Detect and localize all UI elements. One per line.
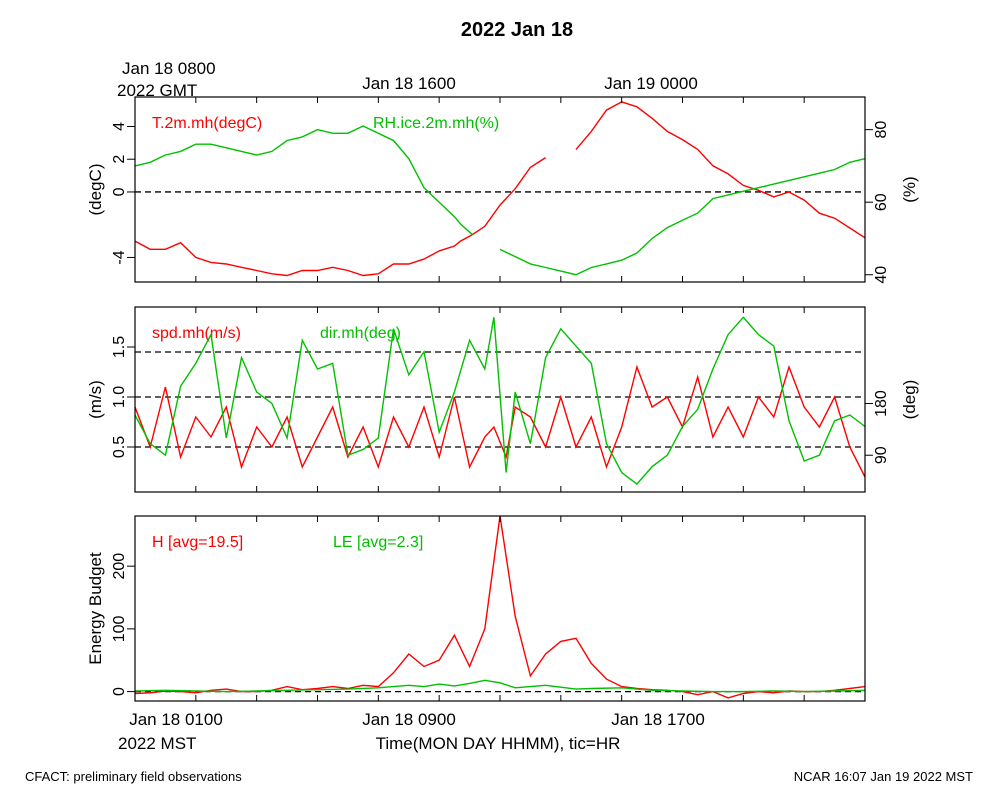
y-axis-label-left: (degC) — [86, 164, 105, 216]
y-tick-label-left: 200 — [111, 553, 128, 580]
y-tick-label-left: 0 — [111, 687, 128, 696]
y-axis-label-right: (%) — [900, 176, 919, 202]
legend-label-2: dir.mh(deg) — [320, 325, 401, 342]
bottom-left-mst-label: 2022 MST — [118, 734, 196, 753]
legend-label-2: RH.ice.2m.mh(%) — [373, 115, 499, 132]
panels-group: T.2m.mh(degC) RH.ice.2m.mh(%) -4 0 2 4 40 60 80 (… — [86, 96, 919, 702]
series-line-1-seg-1 — [134, 364, 866, 478]
y-axis-label-left: Energy Budget — [86, 552, 105, 665]
bottom-tick-label-1700: Jan 18 1700 — [611, 710, 705, 729]
series-line-2-seg-1 — [134, 679, 866, 693]
figure-title: 2022 Jan 18 — [461, 19, 573, 41]
top-tick-label-0000: Jan 19 0000 — [604, 74, 698, 93]
panel-1: T.2m.mh(degC) RH.ice.2m.mh(%) -4 0 2 4 40 60 80 (… — [86, 96, 919, 284]
y-tick-label-right: 80 — [873, 121, 890, 139]
y-axis-label-left: (m/s) — [86, 380, 105, 419]
panel-2: spd.mh(m/s) dir.mh(deg) 0.5 1.0 1.5 90 180 (m/s… — [86, 306, 919, 493]
series-line-2-seg-1 — [134, 125, 474, 236]
top-left-gmt-label: 2022 GMT — [117, 81, 197, 100]
y-tick-label-left: 4 — [111, 122, 128, 131]
series-line-1-seg-1 — [134, 515, 866, 699]
y-axis-label-right: (deg) — [900, 380, 919, 420]
legend-label-1: H [avg=19.5] — [152, 534, 243, 551]
bottom-tick-label-0900: Jan 18 0900 — [362, 710, 456, 729]
y-tick-label-left: 1.5 — [111, 336, 128, 358]
y-tick-label-right: 180 — [873, 390, 890, 417]
series-line-1-seg-2 — [575, 101, 866, 239]
footer-right: NCAR 16:07 Jan 19 2022 MST — [794, 769, 973, 784]
y-tick-label-left: 0 — [111, 187, 128, 196]
bottom-tick-label-0100: Jan 18 0100 — [129, 710, 223, 729]
y-tick-label-right: 40 — [873, 266, 890, 284]
y-tick-label-left: 0.5 — [111, 436, 128, 458]
series-line-2-seg-2 — [499, 158, 866, 276]
y-tick-label-right: 90 — [873, 446, 890, 464]
footer-left: CFACT: preliminary field observations — [25, 769, 242, 784]
legend-label-1: T.2m.mh(degC) — [152, 115, 262, 132]
legend-label-2: LE [avg=2.3] — [333, 534, 423, 551]
top-tick-label-1600: Jan 18 1600 — [362, 74, 456, 93]
y-tick-label-left: 2 — [111, 155, 128, 164]
panel-3: H [avg=19.5] LE [avg=2.3] 0 100 200 Energy Bu… — [86, 515, 866, 702]
plot-frame — [134, 515, 866, 702]
x-axis-label: Time(MON DAY HHMM), tic=HR — [376, 734, 621, 753]
series-line-2-seg-1 — [134, 316, 866, 485]
y-tick-label-left: 100 — [111, 615, 128, 642]
y-tick-label-left: -4 — [111, 250, 128, 264]
legend-label-1: spd.mh(m/s) — [152, 325, 241, 342]
series-line-1-seg-1 — [134, 157, 546, 277]
y-tick-label-right: 60 — [873, 193, 890, 211]
y-tick-label-left: 1.0 — [111, 386, 128, 408]
top-left-time-label: Jan 18 0800 — [122, 59, 216, 78]
